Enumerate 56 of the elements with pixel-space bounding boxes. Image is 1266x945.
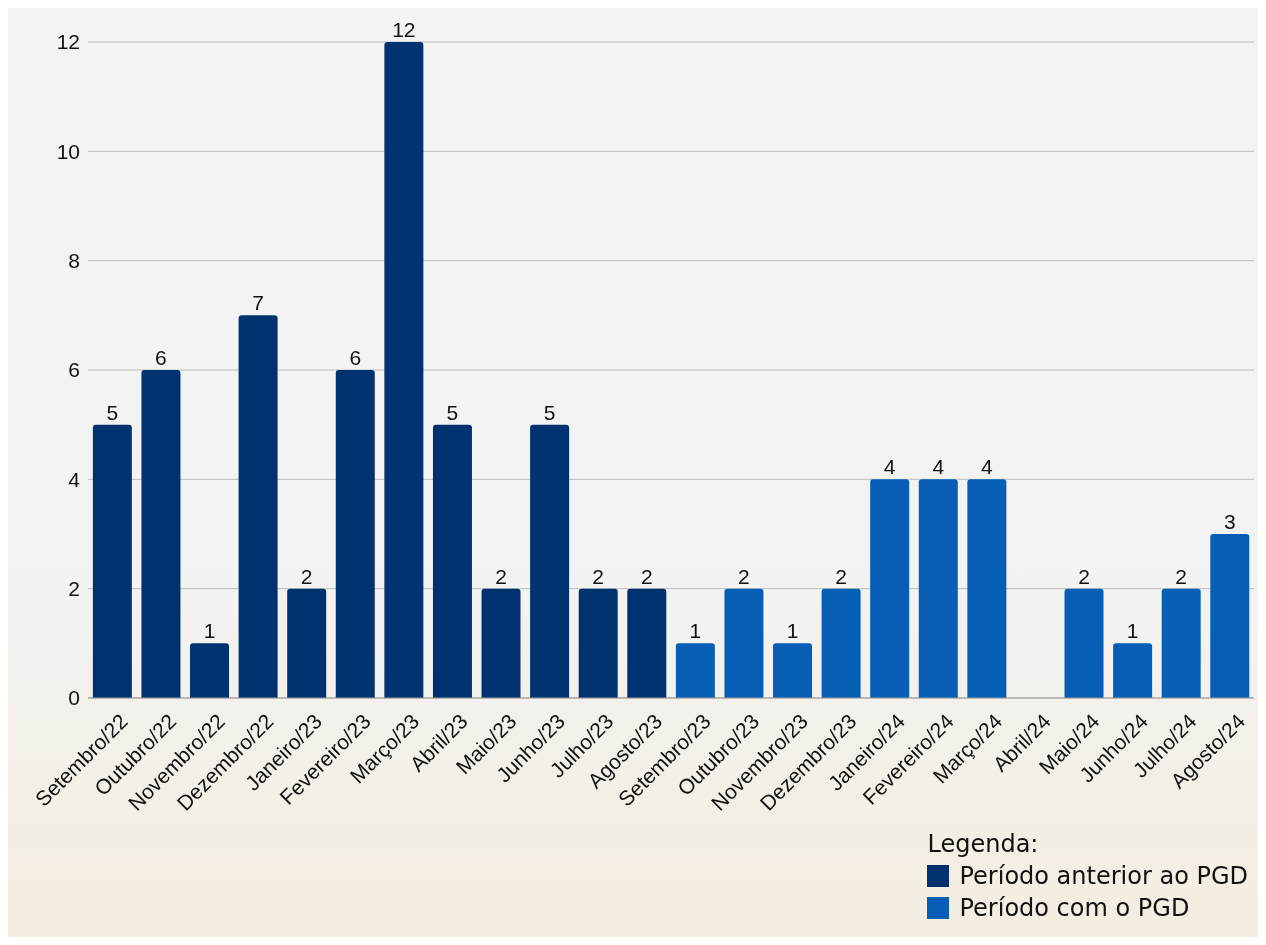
bar [481, 588, 521, 698]
bar [92, 424, 132, 698]
data-label: 1 [786, 619, 799, 643]
bar [773, 643, 813, 698]
data-label: 2 [1078, 564, 1090, 588]
data-label: 5 [446, 400, 459, 424]
data-label: 1 [689, 619, 702, 643]
bar [918, 479, 958, 698]
y-tick-label: 0 [68, 686, 80, 710]
data-label: 4 [981, 455, 994, 479]
data-label: 6 [349, 346, 362, 369]
bar [1210, 534, 1250, 698]
bar [384, 42, 424, 698]
bar [287, 588, 327, 698]
bar [967, 479, 1007, 698]
bar [1064, 588, 1104, 698]
bar [821, 588, 861, 698]
legend-title: Legenda: [927, 829, 1040, 860]
data-label: 12 [392, 18, 416, 41]
data-label: 2 [738, 564, 750, 588]
data-label: 5 [106, 400, 119, 424]
data-label: 2 [835, 564, 847, 588]
y-tick-label: 10 [56, 139, 80, 163]
data-label: 6 [155, 346, 167, 369]
bar [238, 315, 278, 698]
bar [724, 588, 764, 698]
data-label: 2 [495, 564, 507, 588]
y-tick-label: 12 [56, 30, 80, 54]
data-label: 4 [932, 455, 945, 479]
bar [578, 588, 618, 698]
data-label: 2 [1175, 564, 1188, 588]
data-label: 4 [883, 455, 896, 479]
data-label: 2 [592, 564, 605, 588]
bar [627, 588, 667, 698]
bar [1113, 643, 1153, 698]
data-label: 1 [203, 619, 216, 643]
bar [870, 479, 910, 698]
bar [530, 424, 570, 698]
bar [190, 643, 230, 698]
bar [335, 370, 375, 698]
y-tick-label: 2 [68, 577, 80, 601]
bar [675, 643, 715, 698]
legend-label: Período com o PGD [959, 893, 1190, 924]
y-tick-label: 6 [68, 358, 80, 382]
data-label: 7 [252, 291, 264, 315]
y-tick-label: 4 [68, 467, 81, 491]
data-label: 1 [1126, 619, 1139, 643]
bar [141, 370, 181, 698]
legend-label: Período anterior ao PGD [959, 861, 1248, 892]
y-tick-label: 8 [68, 249, 80, 273]
data-label: 5 [543, 400, 556, 424]
data-label: 3 [1223, 510, 1236, 533]
bar [432, 424, 472, 698]
data-label: 2 [640, 564, 653, 588]
data-label: 2 [300, 564, 313, 588]
bar [1161, 588, 1201, 698]
